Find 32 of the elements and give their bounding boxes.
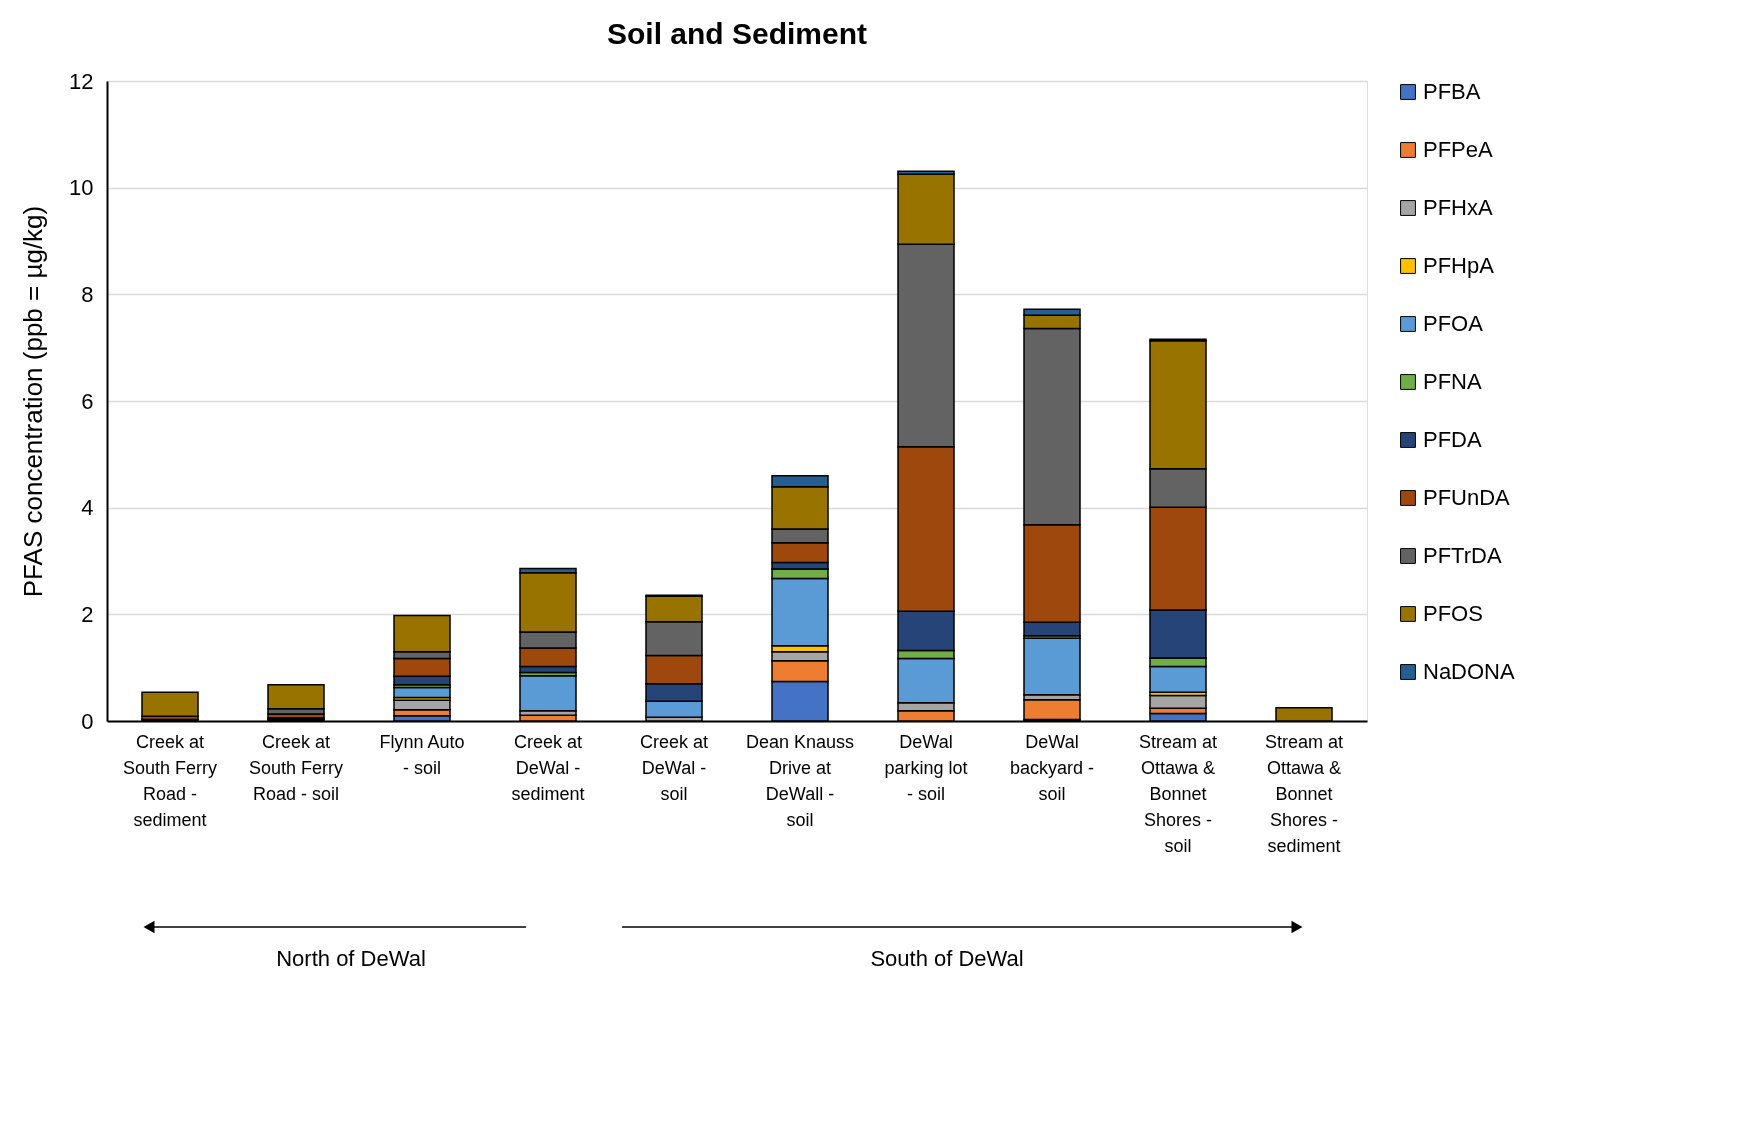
legend-label: PFOS <box>1423 601 1483 626</box>
x-tick-label: Flynn Auto - soil <box>379 731 465 778</box>
x-tick-label: Creek at DeWal - sediment <box>511 731 585 804</box>
text: South of DeWal <box>870 946 1024 971</box>
x-tick-label: Creek at DeWal - soil <box>639 731 709 804</box>
text: North of DeWal <box>276 946 426 971</box>
chart-title: Soil and Sediment <box>606 17 868 50</box>
y-axis-title: PFAS concentration (ppb = µg/kg) <box>18 205 49 598</box>
legend-label: PFHxA <box>1423 195 1493 220</box>
x-tick-label: DeWal parking lot - soil <box>884 731 968 804</box>
legend-label: PFUnDA <box>1423 485 1511 510</box>
x-tick-label: Dean Knauss Drive at DeWall - soil <box>745 731 855 830</box>
y-tick-label: 8 <box>81 281 94 307</box>
x-tick-label: Creek at South Ferry Road - soil <box>248 731 344 804</box>
x-tick-label: Stream at Ottawa & Bonnet Shores - sediment <box>1264 731 1344 856</box>
y-tick-label: 10 <box>69 175 94 201</box>
y-tick-label: 12 <box>69 68 94 94</box>
legend-label: PFNA <box>1423 369 1482 394</box>
legend-label: PFDA <box>1423 427 1482 452</box>
y-tick-label: 0 <box>81 708 94 734</box>
legend-label: PFTrDA <box>1423 543 1502 568</box>
legend-label: PFPeA <box>1423 137 1494 162</box>
legend-label: NaDONA <box>1423 659 1516 684</box>
legend-label: PFBA <box>1423 79 1481 104</box>
y-tick-label: 2 <box>81 601 94 627</box>
legend-label: PFOA <box>1423 311 1484 336</box>
x-tick-label: DeWal backyard - soil <box>1009 731 1095 804</box>
x-tick-label: Creek at South Ferry Road - sediment <box>122 731 218 830</box>
y-tick-label: 6 <box>81 388 94 414</box>
y-tick-label: 4 <box>81 495 94 521</box>
x-tick-label: Stream at Ottawa & Bonnet Shores - soil <box>1138 731 1218 856</box>
legend-label: PFHpA <box>1423 253 1495 278</box>
